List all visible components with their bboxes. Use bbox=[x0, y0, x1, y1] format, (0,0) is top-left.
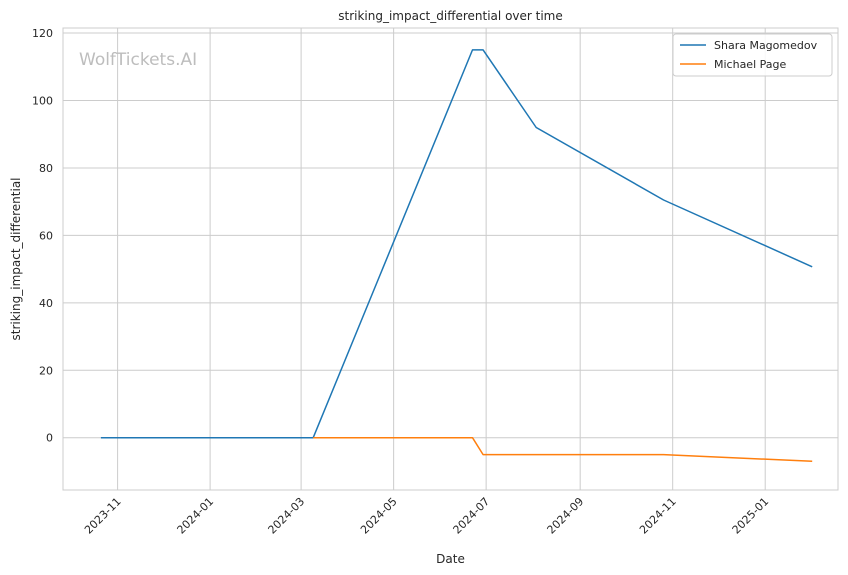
legend-label: Michael Page bbox=[714, 58, 786, 71]
plot-frame bbox=[62, 27, 839, 491]
legend: Shara Magomedov Michael Page bbox=[672, 33, 833, 77]
legend-label: Shara Magomedov bbox=[714, 39, 818, 52]
x-tick-labels: 2023-11 2024-01 2024-03 2024-05 2024-07 2024-… bbox=[82, 495, 771, 537]
series-lines bbox=[100, 49, 813, 463]
series-line-2 bbox=[313, 436, 813, 463]
y-tick-label: 60 bbox=[39, 229, 53, 242]
grid bbox=[63, 28, 838, 490]
x-tick-label: 2024-03 bbox=[266, 495, 308, 537]
x-axis-label: Date bbox=[436, 552, 465, 566]
x-tick-label: 2024-05 bbox=[358, 495, 400, 537]
x-tick-label: 2024-11 bbox=[637, 495, 679, 537]
x-tick-label: 2025-01 bbox=[730, 495, 772, 537]
watermark-text: WolfTickets.AI bbox=[79, 50, 197, 70]
chart-title: striking_impact_differential over time bbox=[338, 9, 563, 23]
y-tick-label: 40 bbox=[39, 297, 53, 310]
y-axis-label: striking_impact_differential bbox=[9, 177, 23, 340]
x-tick-label: 2023-11 bbox=[82, 495, 124, 537]
x-tick-label: 2024-07 bbox=[451, 495, 493, 537]
y-tick-label: 80 bbox=[39, 162, 53, 175]
y-tick-label: 100 bbox=[32, 95, 53, 108]
y-tick-label: 0 bbox=[46, 432, 53, 445]
series-line-1 bbox=[100, 49, 813, 439]
y-tick-labels: 0 20 40 60 80 100 120 bbox=[32, 27, 53, 445]
y-tick-label: 120 bbox=[32, 27, 53, 40]
y-tick-label: 20 bbox=[39, 364, 53, 377]
legend-box bbox=[672, 33, 833, 77]
x-tick-label: 2024-09 bbox=[545, 495, 587, 537]
x-tick-label: 2024-01 bbox=[175, 495, 217, 537]
